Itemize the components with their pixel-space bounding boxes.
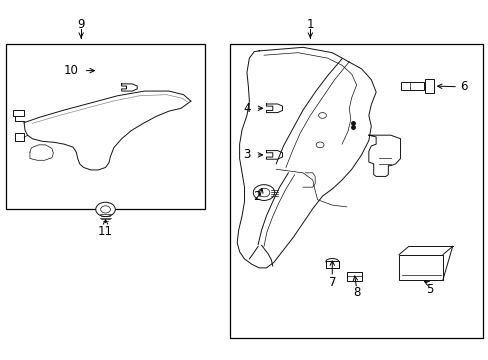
Circle shape <box>253 185 274 201</box>
Text: 2: 2 <box>252 190 260 203</box>
Bar <box>400 82 423 90</box>
Text: 5: 5 <box>425 283 432 296</box>
Text: 1: 1 <box>306 18 313 31</box>
Bar <box>229 44 483 338</box>
Circle shape <box>101 206 110 213</box>
Ellipse shape <box>325 258 338 264</box>
Bar <box>424 79 433 93</box>
Text: 11: 11 <box>98 225 113 238</box>
Bar <box>5 44 205 209</box>
Text: 7: 7 <box>328 276 335 289</box>
Circle shape <box>96 202 115 217</box>
Text: 3: 3 <box>243 148 250 161</box>
Text: 9: 9 <box>77 18 85 31</box>
Bar <box>346 272 361 281</box>
Text: 10: 10 <box>64 64 79 77</box>
Text: 4: 4 <box>243 102 250 115</box>
Bar <box>13 110 23 116</box>
Bar <box>15 133 24 140</box>
Text: 6: 6 <box>459 80 467 93</box>
Bar <box>398 255 442 280</box>
Circle shape <box>258 188 269 197</box>
Text: 8: 8 <box>352 287 360 300</box>
Bar <box>325 261 338 268</box>
